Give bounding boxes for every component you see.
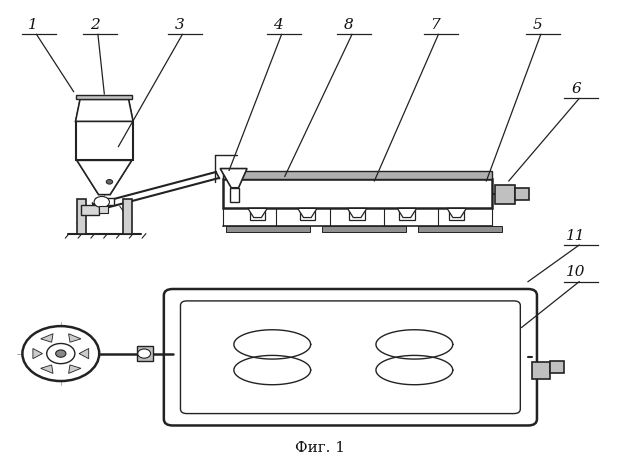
- Bar: [532, 362, 550, 380]
- FancyBboxPatch shape: [164, 289, 537, 425]
- Polygon shape: [397, 208, 417, 218]
- Bar: [81, 205, 99, 215]
- Circle shape: [94, 196, 109, 207]
- Bar: [223, 171, 492, 179]
- Bar: [349, 208, 365, 220]
- Polygon shape: [447, 208, 467, 218]
- Polygon shape: [220, 169, 247, 188]
- Bar: [250, 208, 265, 220]
- Bar: [399, 208, 415, 220]
- Circle shape: [138, 349, 150, 358]
- Text: 2: 2: [90, 18, 100, 32]
- Bar: [449, 208, 465, 220]
- Bar: [322, 226, 406, 232]
- Bar: [495, 185, 515, 204]
- Bar: [95, 198, 114, 205]
- Polygon shape: [79, 349, 89, 359]
- Text: Фиг. 1: Фиг. 1: [295, 441, 345, 455]
- Polygon shape: [41, 365, 53, 373]
- FancyBboxPatch shape: [180, 301, 520, 414]
- Bar: [418, 226, 502, 232]
- Polygon shape: [68, 334, 81, 342]
- Polygon shape: [298, 208, 317, 218]
- Polygon shape: [33, 349, 42, 359]
- Bar: [123, 199, 132, 234]
- Text: 4: 4: [273, 18, 284, 32]
- Bar: [226, 226, 310, 232]
- Text: 6: 6: [571, 82, 581, 96]
- Text: 3: 3: [174, 18, 184, 32]
- Circle shape: [56, 350, 66, 357]
- Polygon shape: [68, 365, 81, 373]
- Bar: [137, 346, 153, 361]
- Polygon shape: [41, 334, 53, 342]
- Text: 1: 1: [28, 18, 38, 32]
- Text: 5: 5: [532, 18, 543, 32]
- Bar: [230, 188, 239, 202]
- Bar: [99, 206, 108, 213]
- Polygon shape: [348, 208, 367, 218]
- Polygon shape: [248, 208, 267, 218]
- Bar: [223, 179, 492, 208]
- Circle shape: [106, 180, 113, 184]
- Polygon shape: [76, 99, 133, 121]
- Bar: [515, 188, 529, 200]
- Text: 10: 10: [566, 265, 586, 279]
- Bar: [550, 361, 564, 373]
- Bar: [77, 199, 86, 234]
- Circle shape: [22, 326, 99, 381]
- Bar: [76, 121, 133, 160]
- Bar: [76, 95, 132, 99]
- Text: 7: 7: [430, 18, 440, 32]
- Bar: [300, 208, 315, 220]
- Polygon shape: [77, 160, 132, 195]
- Circle shape: [47, 344, 75, 364]
- Text: 8: 8: [344, 18, 354, 32]
- Text: 11: 11: [566, 229, 586, 243]
